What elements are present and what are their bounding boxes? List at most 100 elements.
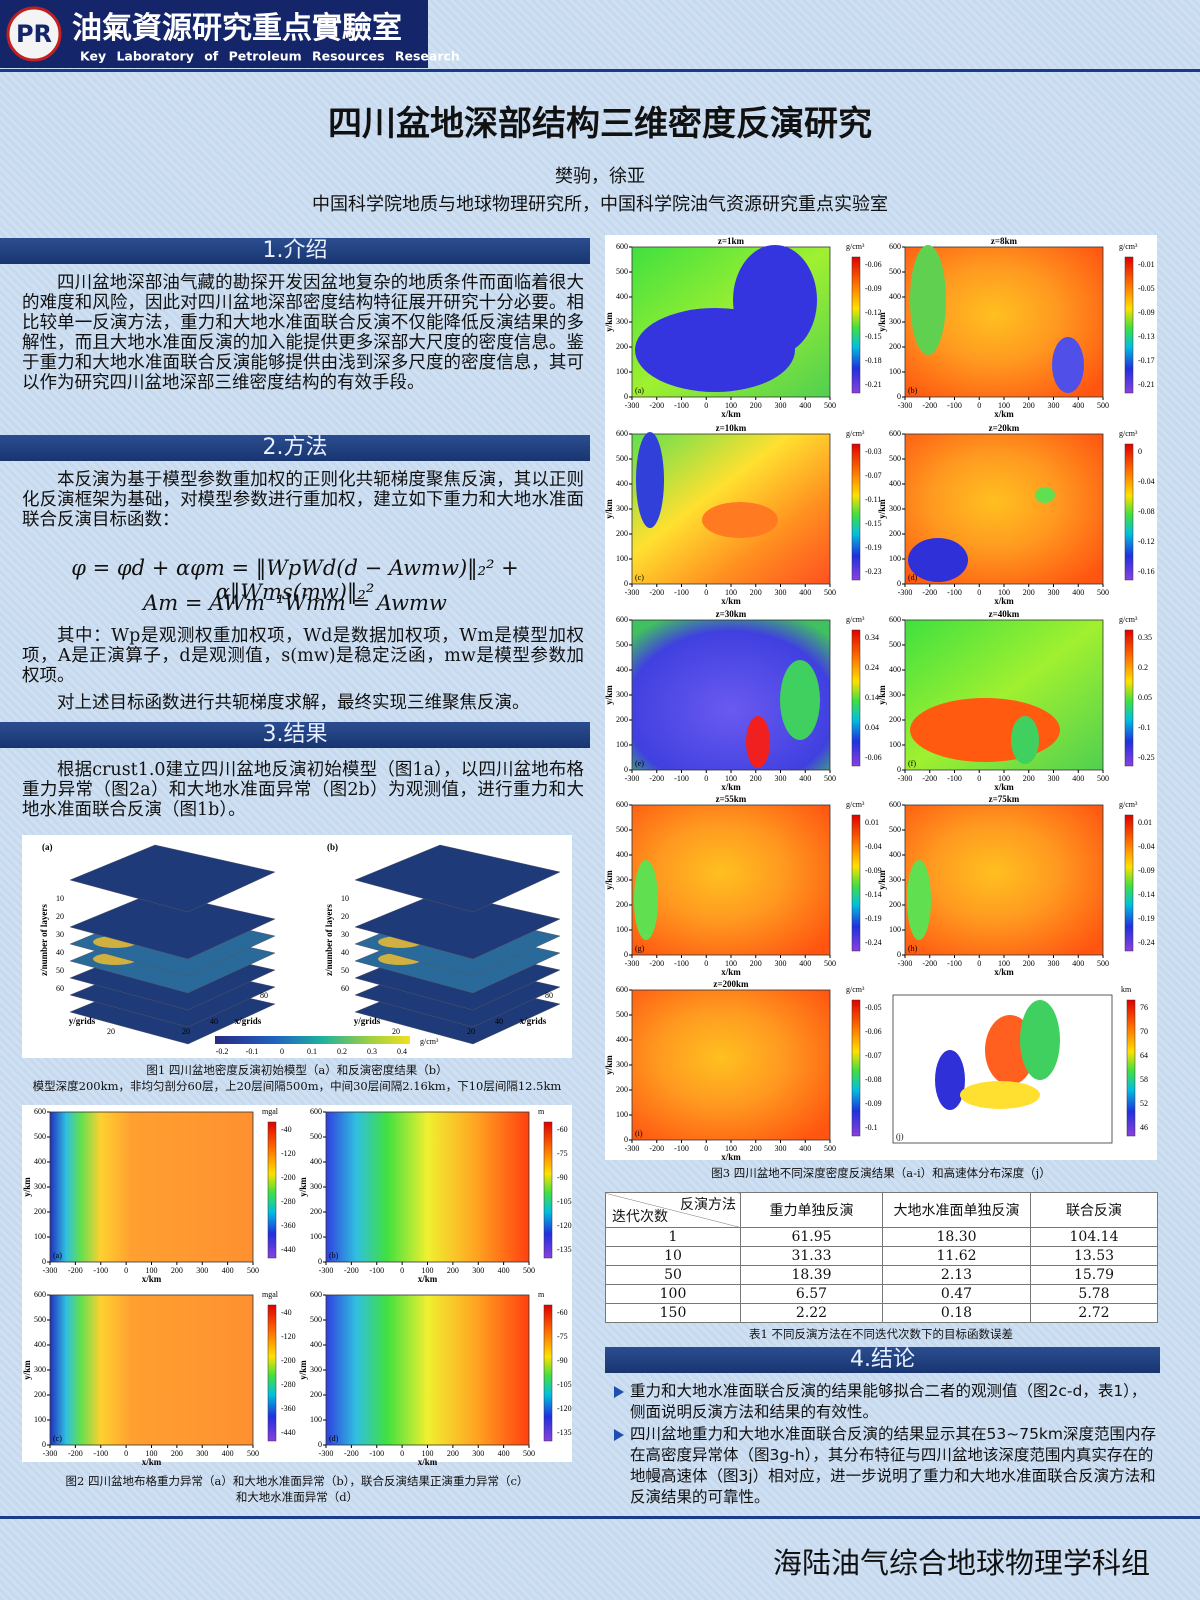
x-tick-label: -200 [922, 774, 937, 783]
x-tick-label: 300 [472, 1266, 484, 1275]
table-cell: 2.72 [1030, 1303, 1158, 1323]
colorbar-tick-label: -360 [281, 1221, 296, 1230]
table-cell: 11.62 [882, 1246, 1031, 1266]
map-feature [908, 538, 968, 582]
x-tick-label: -100 [947, 401, 962, 410]
table-cell: 31.33 [740, 1246, 883, 1266]
map-feature [1035, 487, 1055, 503]
colorbar [851, 999, 861, 1137]
colorbar-tick-label: -0.12 [865, 308, 882, 317]
x-tick-label: 500 [1097, 588, 1109, 597]
y-tick-label: 200 [310, 1207, 322, 1216]
x-tick-label: 200 [171, 1449, 183, 1458]
y-tick-label: 300 [889, 504, 901, 513]
x-tick-label: -200 [344, 1266, 359, 1275]
y-tick-label: 500 [616, 825, 628, 834]
x-tick-label: 400 [1072, 588, 1084, 597]
x-tick-label: 400 [799, 588, 811, 597]
map [631, 804, 831, 956]
x-tick-label: 20 [182, 1027, 190, 1036]
y-tick-label: 500 [889, 454, 901, 463]
y-tick-label: 100 [310, 1232, 322, 1241]
x-tick-label: 500 [824, 1144, 836, 1153]
x-tick-label: 200 [1023, 774, 1035, 783]
x-tick-label: 100 [998, 588, 1010, 597]
y-tick-label: 600 [889, 800, 901, 809]
table-cell: 100 [605, 1284, 741, 1304]
y-tick-label: 300 [889, 690, 901, 699]
x-tick-label: 200 [1023, 959, 1035, 968]
y-tick-label: 200 [616, 900, 628, 909]
x-tick-label: 400 [1072, 959, 1084, 968]
map [325, 1294, 530, 1446]
x-tick-label: 0 [977, 774, 981, 783]
y-tick-label: 500 [616, 454, 628, 463]
y-tick-label: 600 [34, 1290, 46, 1299]
y-tick-label: 200 [616, 715, 628, 724]
y-tick-label: 200 [889, 529, 901, 538]
x-tick-label: 40 [495, 1017, 503, 1026]
colorbar [1124, 814, 1134, 952]
x-tick-label: 500 [824, 774, 836, 783]
y-tick-label: 400 [34, 1340, 46, 1349]
y-tick-label: 600 [310, 1107, 322, 1116]
y-tick-label: 400 [34, 1157, 46, 1166]
layer [354, 891, 561, 960]
x-tick-label: 400 [799, 1144, 811, 1153]
colorbar-tick-label: -0.08 [865, 1075, 882, 1084]
x-tick-label: 300 [196, 1449, 208, 1458]
x-tick-label: -200 [649, 959, 664, 968]
x-tick-label: -200 [344, 1449, 359, 1458]
colorbar-unit: g/cm³ [1119, 242, 1138, 251]
x-tick-label: 300 [775, 774, 787, 783]
paragraph: 四川盆地深部油气藏的勘探开发因盆地复杂的地质条件而面临着很大的难度和风险，因此对… [22, 273, 584, 393]
y-tick-label: 0 [624, 392, 628, 401]
x-tick-label: -100 [947, 588, 962, 597]
x-tick-label: 100 [998, 401, 1010, 410]
table-wrap: 反演方法 迭代次数 重力单独反演 大地水准面单独反演 联合反演 1 61.95 18… [605, 1192, 1158, 1323]
layer [69, 891, 276, 960]
colorbar-tick-label: -0.16 [1138, 567, 1155, 576]
x-tick-label: -300 [43, 1449, 58, 1458]
z-tick-label: 40 [56, 948, 64, 957]
table-cell: 18.39 [740, 1265, 883, 1285]
corner-cell: 反演方法 迭代次数 [605, 1192, 741, 1228]
y-tick-label: 100 [889, 554, 901, 563]
colorbar-tick-label: -0.23 [865, 567, 882, 576]
y-tick-label: 0 [624, 765, 628, 774]
y-tick-label: 100 [889, 367, 901, 376]
x-tick-label: -100 [369, 1449, 384, 1458]
colorbar-tick-label: -0.13 [1138, 332, 1155, 341]
y-tick-label: 0 [624, 579, 628, 588]
panel-letter: (c) [635, 573, 644, 582]
colorbar-tick-label: -0.14 [1138, 890, 1155, 899]
z-tick-label: 20 [341, 912, 349, 921]
colorbar-unit: mgal [262, 1290, 279, 1299]
y-tick-label: 500 [310, 1315, 322, 1324]
map [49, 1111, 254, 1263]
y-tick-label: 0 [318, 1440, 322, 1449]
y-tick-label: 0 [624, 1135, 628, 1144]
figure-caption: 和大地水准面异常（d） [235, 1490, 359, 1504]
axis-label: x/km [721, 409, 741, 419]
colorbar-tick-label: -40 [281, 1308, 292, 1317]
x-tick-label: -200 [922, 401, 937, 410]
colorbar-tick-label: -0.19 [865, 914, 882, 923]
table-cell: 5.78 [1030, 1284, 1158, 1304]
panel-letter: (f) [908, 759, 916, 768]
colorbar-tick-label: 0.04 [865, 723, 879, 732]
axis-label: y/km [877, 312, 887, 332]
y-tick-label: 0 [624, 950, 628, 959]
table-caption: 表1 不同反演方法在不同迭代次数下的目标函数误差 [749, 1327, 1013, 1341]
colorbar-tick-label: 0.34 [865, 633, 879, 642]
y-tick-label: 200 [889, 715, 901, 724]
lab-name-en: Key Laboratory of Petroleum Resources Re… [80, 49, 460, 64]
y-tick-label: 0 [897, 765, 901, 774]
colorbar-tick-label: 0.2 [337, 1047, 347, 1056]
x-tick-label: -100 [947, 774, 962, 783]
x-tick-label: -100 [93, 1266, 108, 1275]
panel-letter: (e) [635, 759, 644, 768]
y-tick-label: 400 [310, 1340, 322, 1349]
colorbar-tick-label: -0.03 [865, 447, 882, 456]
affiliation: 中国科学院地质与地球物理研究所，中国科学院油气资源研究重点实验室 [312, 194, 888, 215]
